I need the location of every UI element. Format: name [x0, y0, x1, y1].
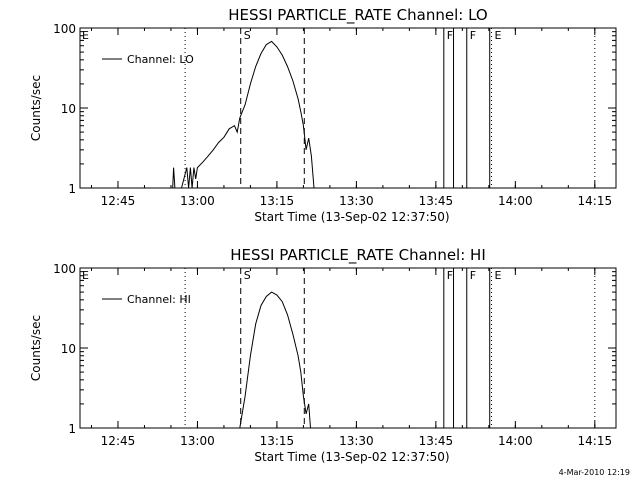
x-tick-label: 13:15 — [260, 194, 295, 208]
marker-label: F — [447, 29, 453, 42]
x-tick-label: 13:45 — [419, 434, 454, 448]
chart-title: HESSI PARTICLE_RATE Channel: LO — [228, 6, 487, 25]
x-tick-label: 14:00 — [498, 434, 533, 448]
x-axis-label: Start Time (13-Sep-02 12:37:50) — [254, 210, 449, 224]
marker-label: S — [244, 269, 251, 282]
y-tick-label: 100 — [53, 22, 76, 36]
corner-marker-label: E — [82, 29, 89, 42]
marker-label: E — [494, 29, 501, 42]
x-tick-label: 13:00 — [180, 434, 215, 448]
footer-timestamp: 4-Mar-2010 12:19 — [558, 468, 630, 477]
x-tick-label: 13:45 — [419, 194, 454, 208]
x-tick-label: 12:45 — [101, 434, 136, 448]
y-axis-label: Counts/sec — [29, 315, 43, 381]
x-tick-label: 13:30 — [339, 194, 374, 208]
legend-label: Channel: HI — [127, 293, 191, 306]
y-tick-label: 1 — [68, 182, 76, 196]
marker-label: E — [494, 269, 501, 282]
x-tick-label: 14:15 — [578, 194, 613, 208]
legend-label: Channel: LO — [127, 53, 194, 66]
plot-frame — [79, 267, 617, 429]
x-tick-label: 13:15 — [260, 434, 295, 448]
x-tick-label: 13:00 — [180, 194, 215, 208]
y-tick-label: 1 — [68, 422, 76, 436]
y-tick-label: 100 — [53, 262, 76, 276]
series-line — [239, 291, 311, 429]
x-tick-label: 13:30 — [339, 434, 374, 448]
x-tick-label: 14:15 — [578, 434, 613, 448]
marker-label: S — [244, 29, 251, 42]
chart-title: HESSI PARTICLE_RATE Channel: HI — [230, 246, 486, 265]
x-axis-label: Start Time (13-Sep-02 12:37:50) — [254, 450, 449, 464]
y-tick-label: 10 — [61, 102, 76, 116]
marker-label: F — [447, 269, 453, 282]
series-line — [172, 40, 315, 189]
marker-label: F — [470, 269, 476, 282]
x-tick-label: 14:00 — [498, 194, 533, 208]
y-tick-label: 10 — [61, 342, 76, 356]
corner-marker-label: E — [82, 269, 89, 282]
x-tick-label: 12:45 — [101, 194, 136, 208]
y-axis-label: Counts/sec — [29, 75, 43, 141]
plot-frame — [79, 27, 617, 189]
marker-label: F — [470, 29, 476, 42]
